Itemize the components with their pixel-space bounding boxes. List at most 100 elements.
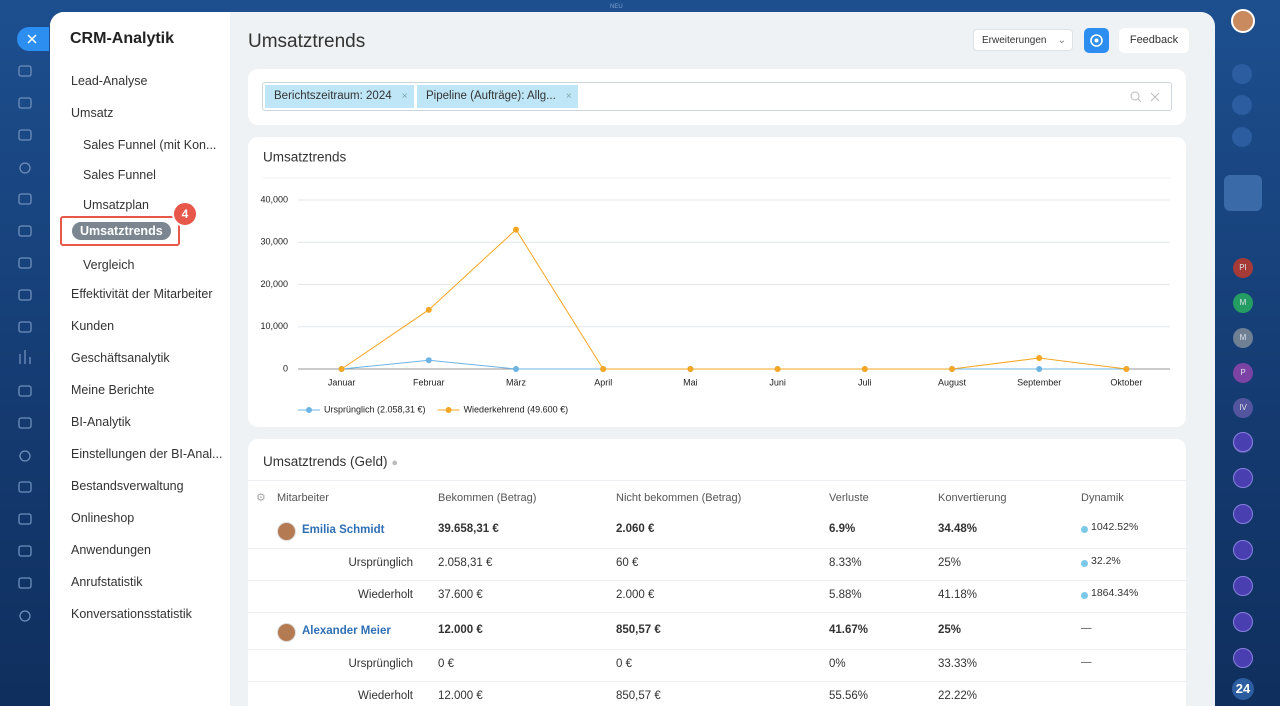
channel-icon[interactable] [1233, 504, 1253, 524]
channel-icon[interactable] [1233, 612, 1253, 632]
legend-label: Ursprünglich (2.058,31 €) [324, 404, 426, 414]
nav-subitem: Sales Funnel [83, 168, 156, 182]
active-contact[interactable] [1224, 175, 1262, 211]
data-point [774, 366, 781, 372]
nav-item: BI-Analytik [71, 415, 131, 429]
x-tick-label: April [594, 377, 612, 387]
column-header: Dynamik [1081, 492, 1124, 504]
table-cell: 2.060 € [616, 522, 655, 535]
data-point [1036, 355, 1043, 362]
data-point [1123, 366, 1130, 372]
contact-avatar[interactable]: M [1233, 293, 1253, 313]
subrow-label: Wiederholt [358, 690, 413, 702]
y-tick-label: 0 [283, 363, 288, 373]
filter-tag[interactable]: Berichtszeitraum: 2024 × [265, 85, 414, 108]
table-cell: 33.33% [938, 658, 978, 670]
help-icon[interactable]: ● [391, 457, 398, 469]
feedback-button[interactable]: Feedback [1119, 28, 1189, 53]
nav-subitem: Umsatzplan [83, 198, 149, 212]
channel-icon[interactable] [1233, 648, 1253, 668]
table-settings-icon[interactable]: ⚙ [256, 492, 266, 504]
subrow-label: Ursprünglich [348, 658, 413, 670]
row-divider [248, 612, 1186, 613]
data-point [949, 366, 955, 372]
nav-item: Einstellungen der BI-Anal... [71, 447, 223, 461]
nav-subitem: Sales Funnel (mit Kon... [83, 138, 217, 152]
nav-item: Bestandsverwaltung [71, 479, 184, 493]
channel-icon[interactable] [1233, 576, 1253, 596]
row-divider [248, 649, 1186, 650]
subrow-label: Ursprünglich [348, 557, 413, 569]
legend-marker [306, 407, 312, 413]
extensions-label: Erweiterungen [982, 35, 1047, 46]
step-badge: 4 [172, 201, 198, 227]
table-cell: 2.000 € [616, 589, 655, 601]
nav-item: Konversationsstatistik [71, 607, 192, 621]
sidebar-title: CRM-Analytik [70, 30, 175, 47]
x-tick-label: Februar [413, 377, 445, 387]
data-point [425, 306, 432, 313]
x-tick-label: März [506, 377, 526, 387]
sidebar: CRM-Analytik Lead-Analyse Umsatz Sales Fun… [50, 12, 230, 706]
gear-icon [1090, 34, 1103, 47]
remove-tag[interactable]: × [401, 91, 408, 102]
filter-input[interactable]: Berichtszeitraum: 2024 × Pipeline (Aufträg… [262, 82, 1172, 111]
close-button[interactable] [17, 27, 49, 51]
contact-avatar[interactable]: PI [1233, 258, 1253, 278]
contact-avatar[interactable]: P [1233, 363, 1253, 383]
contact-avatar[interactable]: M [1233, 328, 1253, 348]
data-point [338, 366, 345, 372]
table-cell: 12.000 € [438, 690, 483, 702]
settings-button[interactable] [1084, 28, 1109, 53]
user-avatar[interactable] [1231, 9, 1255, 33]
legend-marker [445, 407, 452, 413]
table-cell: 850,57 € [616, 690, 661, 702]
data-point [600, 366, 607, 372]
icon-strip [18, 65, 32, 622]
top-label: NEU [610, 4, 623, 10]
channel-icon[interactable] [1233, 540, 1253, 560]
employee-name[interactable]: Alexander Meier [302, 624, 391, 637]
trend-value: — [1081, 621, 1092, 634]
trend-value: 1042.52% [1091, 520, 1139, 533]
close-icon [27, 34, 37, 44]
data-point [687, 366, 694, 372]
filter-tag[interactable]: Pipeline (Aufträge): Allg... × [417, 85, 578, 108]
table-card: Umsatztrends (Geld) ● ⚙ Mitarbeiter Bekom… [248, 439, 1186, 706]
data-point [513, 366, 519, 372]
table-cell: 12.000 € [438, 623, 483, 636]
filter-tag-label: Pipeline (Aufträge): Allg... [426, 90, 556, 102]
trend-value: 32.2% [1091, 555, 1121, 567]
remove-tag[interactable]: × [565, 91, 572, 102]
x-tick-label: Januar [328, 377, 356, 387]
series-line [341, 228, 1127, 370]
subrow-label: Wiederholt [358, 589, 413, 601]
table-title-text: Umsatztrends (Geld) [263, 454, 388, 469]
chart-card: Umsatztrends 0 10,000 20,000 30,000 40,000 Ja… [248, 137, 1186, 427]
separator [248, 480, 1186, 481]
counter[interactable]: 24 [1232, 678, 1254, 700]
table-cell: 41.18% [938, 589, 978, 601]
contact-avatar[interactable]: IV [1233, 398, 1253, 418]
nav-item-active: Umsatztrends [72, 222, 171, 240]
channel-icon[interactable] [1233, 468, 1253, 488]
table-cell: 6.9% [829, 522, 856, 535]
employee-name[interactable]: Emilia Schmidt [302, 523, 385, 536]
x-tick-label: Juli [858, 377, 872, 387]
filter-tag-label: Berichtszeitraum: 2024 [274, 90, 392, 102]
table-cell: 2.058,31 € [438, 557, 493, 569]
extensions-button[interactable]: Erweiterungen ⌄ [973, 29, 1073, 51]
chart-title: Umsatztrends [263, 150, 347, 165]
table-title: Umsatztrends (Geld) ● [263, 454, 398, 469]
table-cell: 850,57 € [616, 623, 661, 636]
data-point [861, 366, 868, 372]
trend-dot [1081, 560, 1088, 567]
table-cell: 25% [938, 557, 962, 569]
channel-icon[interactable] [1233, 432, 1253, 452]
search-clear-icons [1130, 91, 1160, 103]
nav-item: Geschäftsanalytik [71, 351, 170, 365]
x-tick-label: Mai [683, 377, 698, 387]
nav-item: Lead-Analyse [71, 74, 148, 88]
trend-value: — [1081, 656, 1092, 668]
